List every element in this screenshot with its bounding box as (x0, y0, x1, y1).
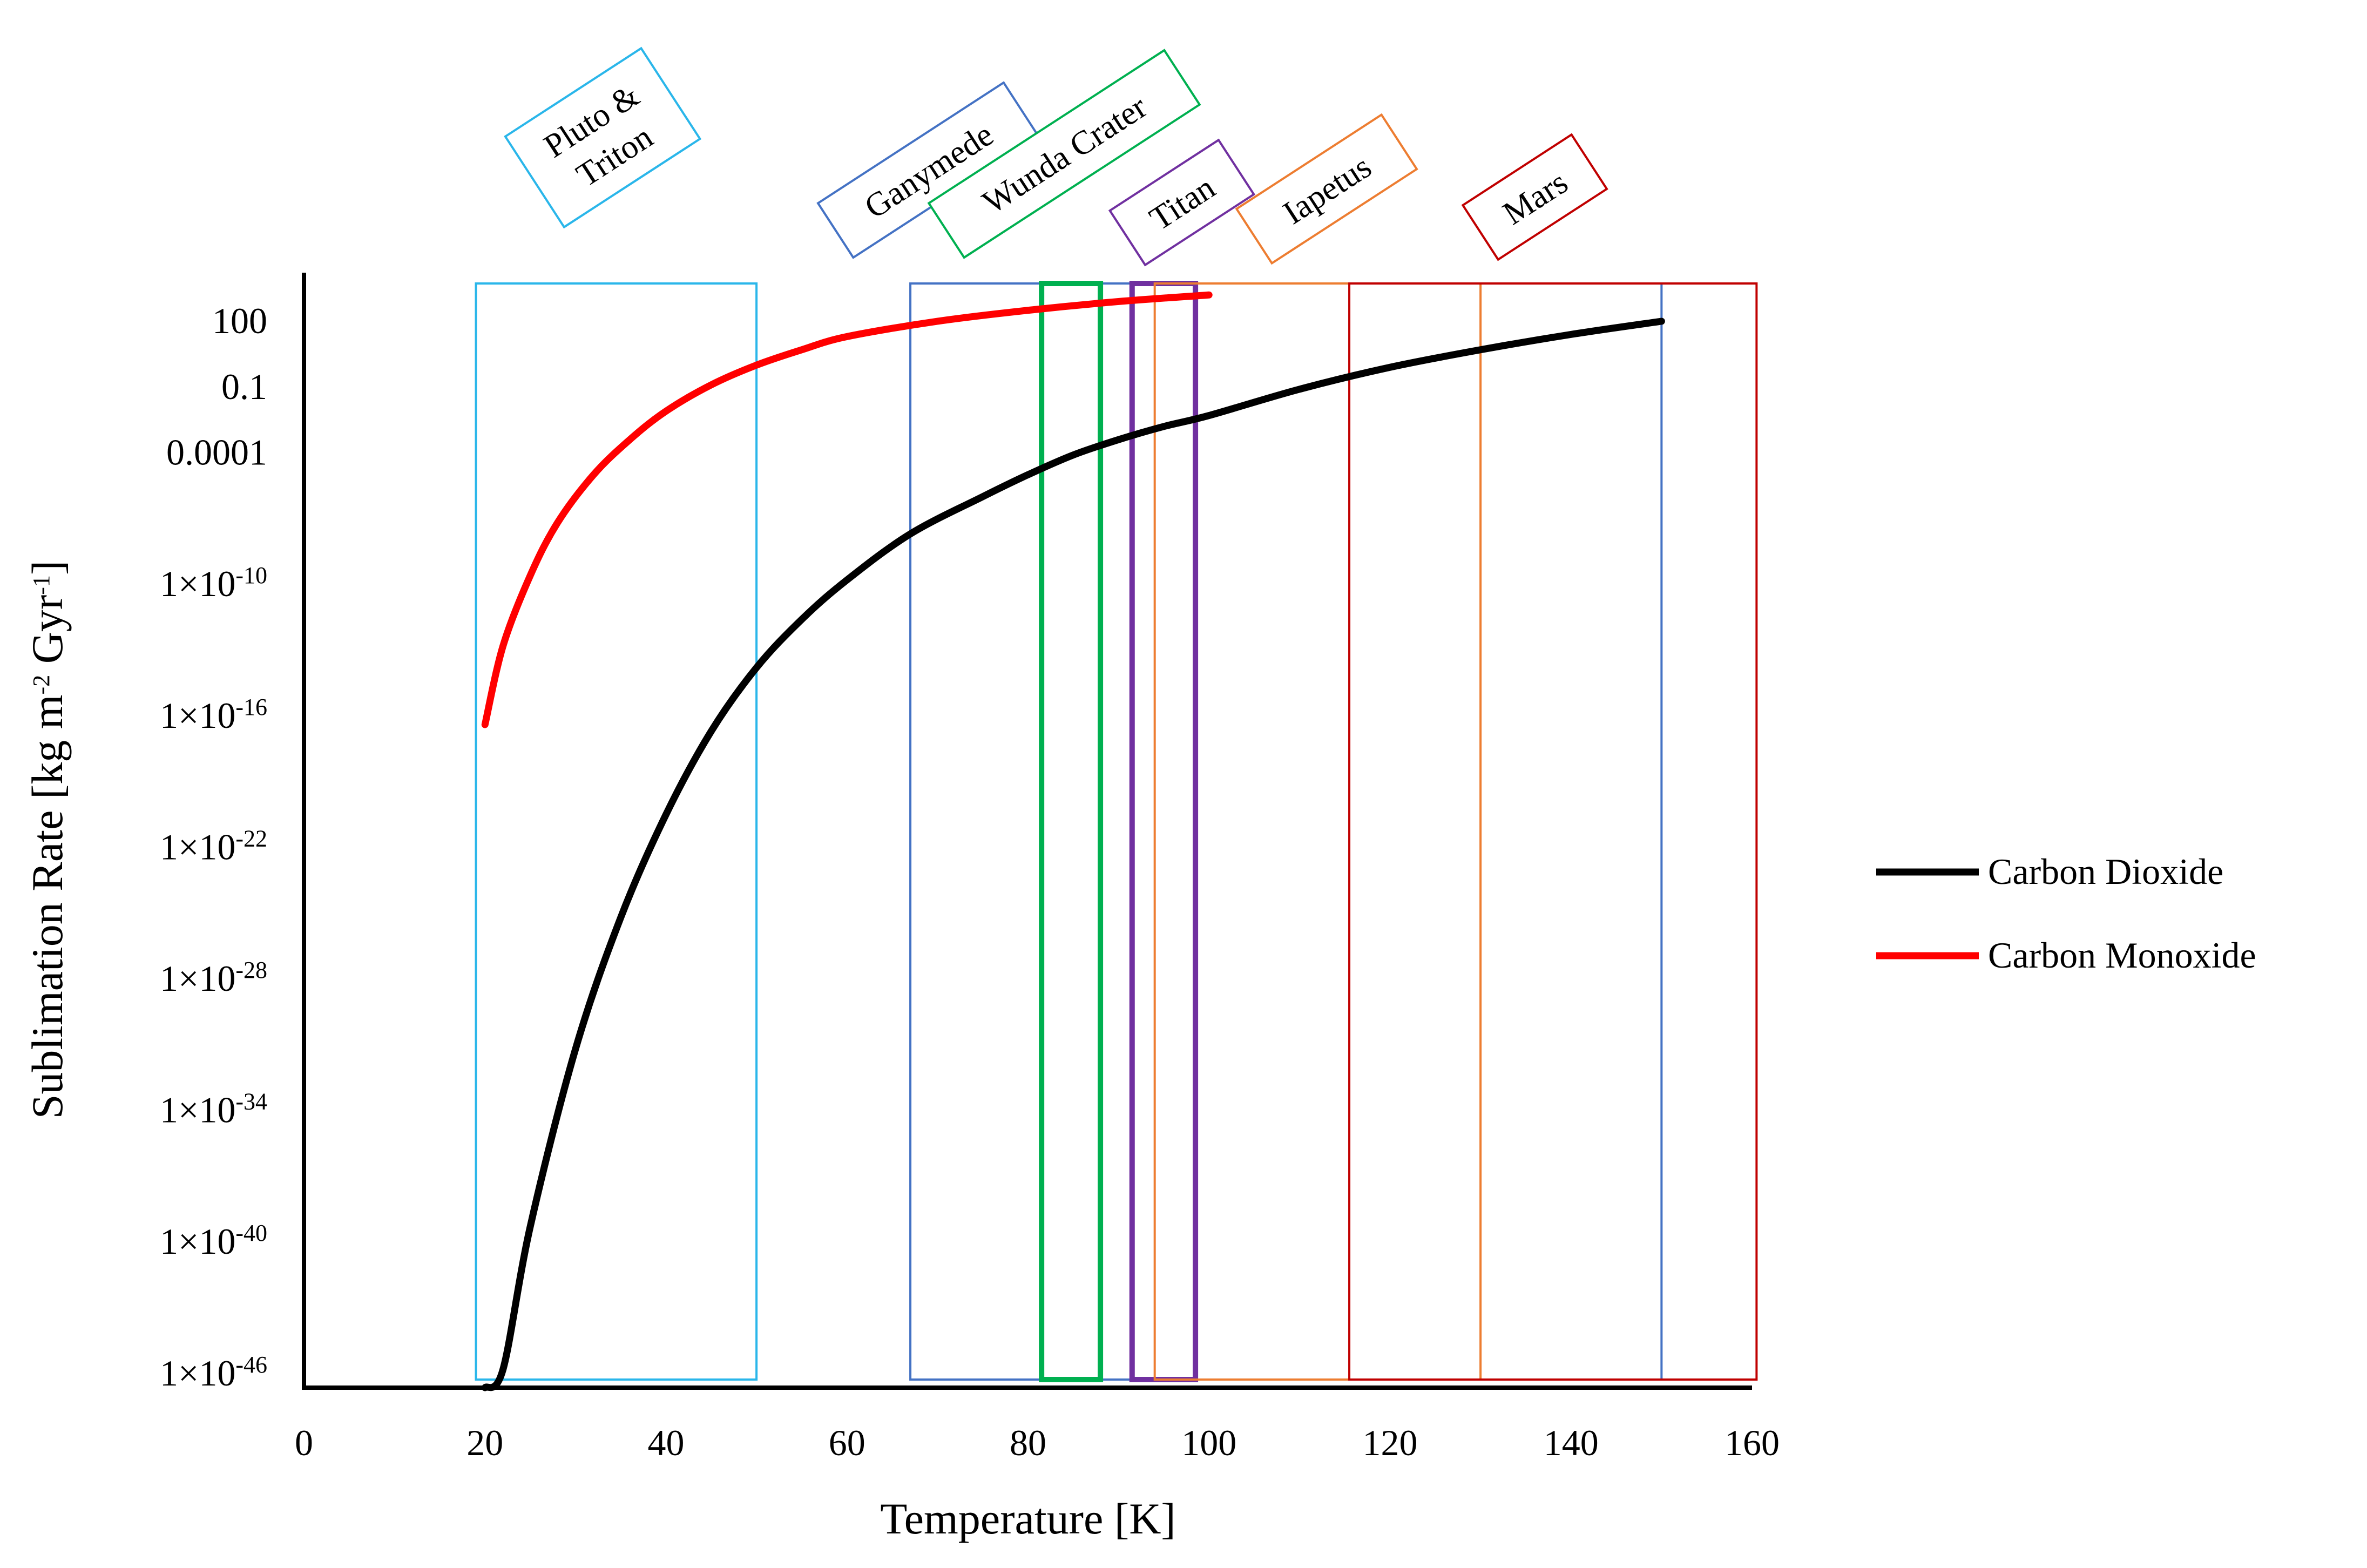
region-box (1153, 282, 1482, 1381)
region-label: Iapetus (1235, 113, 1418, 265)
y-axis-title-sup-2: -1 (28, 575, 55, 595)
y-tick-label: 0.1 (221, 366, 267, 407)
y-tick-mantissa: 1×10 (160, 1353, 235, 1394)
region-label-box (1108, 138, 1256, 267)
x-tick-label: 120 (1363, 1422, 1418, 1463)
x-tick-label: 80 (1010, 1422, 1046, 1463)
x-tick-label: 60 (829, 1422, 865, 1463)
y-tick-label: 1×10-46 (160, 1351, 267, 1394)
region-box (909, 282, 1663, 1381)
legend-label: Carbon Monoxide (1988, 935, 2256, 976)
y-tick-exponent: -10 (235, 562, 267, 589)
y-tick-label: 1×10-22 (160, 825, 267, 868)
y-tick-label: 1×10-10 (160, 562, 267, 605)
y-axis-title: Sublimation Rate [kg m-2 Gyr-1] (23, 560, 72, 1119)
series-line-carbon-monoxide (481, 291, 1213, 728)
legend: Carbon Dioxide Carbon Monoxide (1876, 851, 2256, 976)
series-line-carbon-dioxide (481, 317, 1665, 1391)
y-tick-exponent: -40 (235, 1220, 267, 1246)
x-tick-labels: 0 20 40 60 80 100 120 140 160 (295, 1422, 1780, 1463)
y-tick-mantissa: 1×10 (160, 695, 235, 736)
region-label-box (1235, 113, 1418, 265)
x-tick-label: 20 (466, 1422, 503, 1463)
y-tick-label: 1×10-28 (160, 957, 267, 999)
y-tick-label: 0.0001 (166, 432, 267, 473)
y-tick-labels: 1000.10.00011×10-101×10-161×10-221×10-28… (160, 300, 267, 1394)
y-tick-mantissa: 0.1 (221, 366, 267, 407)
series-lines (481, 291, 1665, 1391)
y-tick-exponent: -16 (235, 693, 267, 720)
region-label-box (927, 49, 1201, 259)
y-tick-mantissa: 1×10 (160, 1090, 235, 1131)
x-axis-title: Temperature [K] (880, 1494, 1175, 1543)
region-label: Mars (1461, 133, 1608, 261)
y-tick-label: 1×10-40 (160, 1220, 267, 1262)
y-axis-title-end: ] (23, 560, 72, 575)
region-box (1348, 282, 1758, 1381)
region-box (475, 282, 758, 1381)
y-axis-title-sup-1: -2 (28, 675, 55, 695)
y-axis-title-main: Sublimation Rate [kg m (23, 694, 72, 1119)
y-tick-mantissa: 1×10 (160, 563, 235, 604)
y-axis-title-mid: Gyr (23, 595, 72, 675)
region-label: Titan (1108, 138, 1256, 267)
y-tick-mantissa: 100 (212, 300, 267, 341)
x-tick-label: 40 (648, 1422, 685, 1463)
y-tick-exponent: -46 (235, 1351, 267, 1377)
legend-label: Carbon Dioxide (1988, 851, 2223, 892)
region-label-box (504, 46, 702, 229)
region-label-box (1461, 133, 1608, 261)
y-tick-exponent: -28 (235, 957, 267, 983)
axes (302, 273, 1752, 1390)
y-tick-label: 100 (212, 300, 267, 341)
region-box (1129, 281, 1199, 1382)
region-box (1039, 281, 1104, 1382)
y-tick-exponent: -34 (235, 1088, 267, 1114)
x-tick-label: 0 (295, 1422, 313, 1463)
x-tick-label: 100 (1181, 1422, 1236, 1463)
y-tick-exponent: -22 (235, 825, 267, 851)
x-tick-label: 160 (1724, 1422, 1780, 1463)
y-tick-mantissa: 1×10 (160, 1221, 235, 1262)
y-tick-mantissa: 1×10 (160, 958, 235, 999)
y-tick-label: 1×10-34 (160, 1088, 267, 1131)
region-label: Pluto &Triton (504, 46, 702, 229)
x-tick-label: 140 (1544, 1422, 1599, 1463)
y-tick-mantissa: 1×10 (160, 826, 235, 867)
y-tick-label: 1×10-16 (160, 693, 267, 736)
y-tick-mantissa: 0.0001 (166, 432, 267, 473)
